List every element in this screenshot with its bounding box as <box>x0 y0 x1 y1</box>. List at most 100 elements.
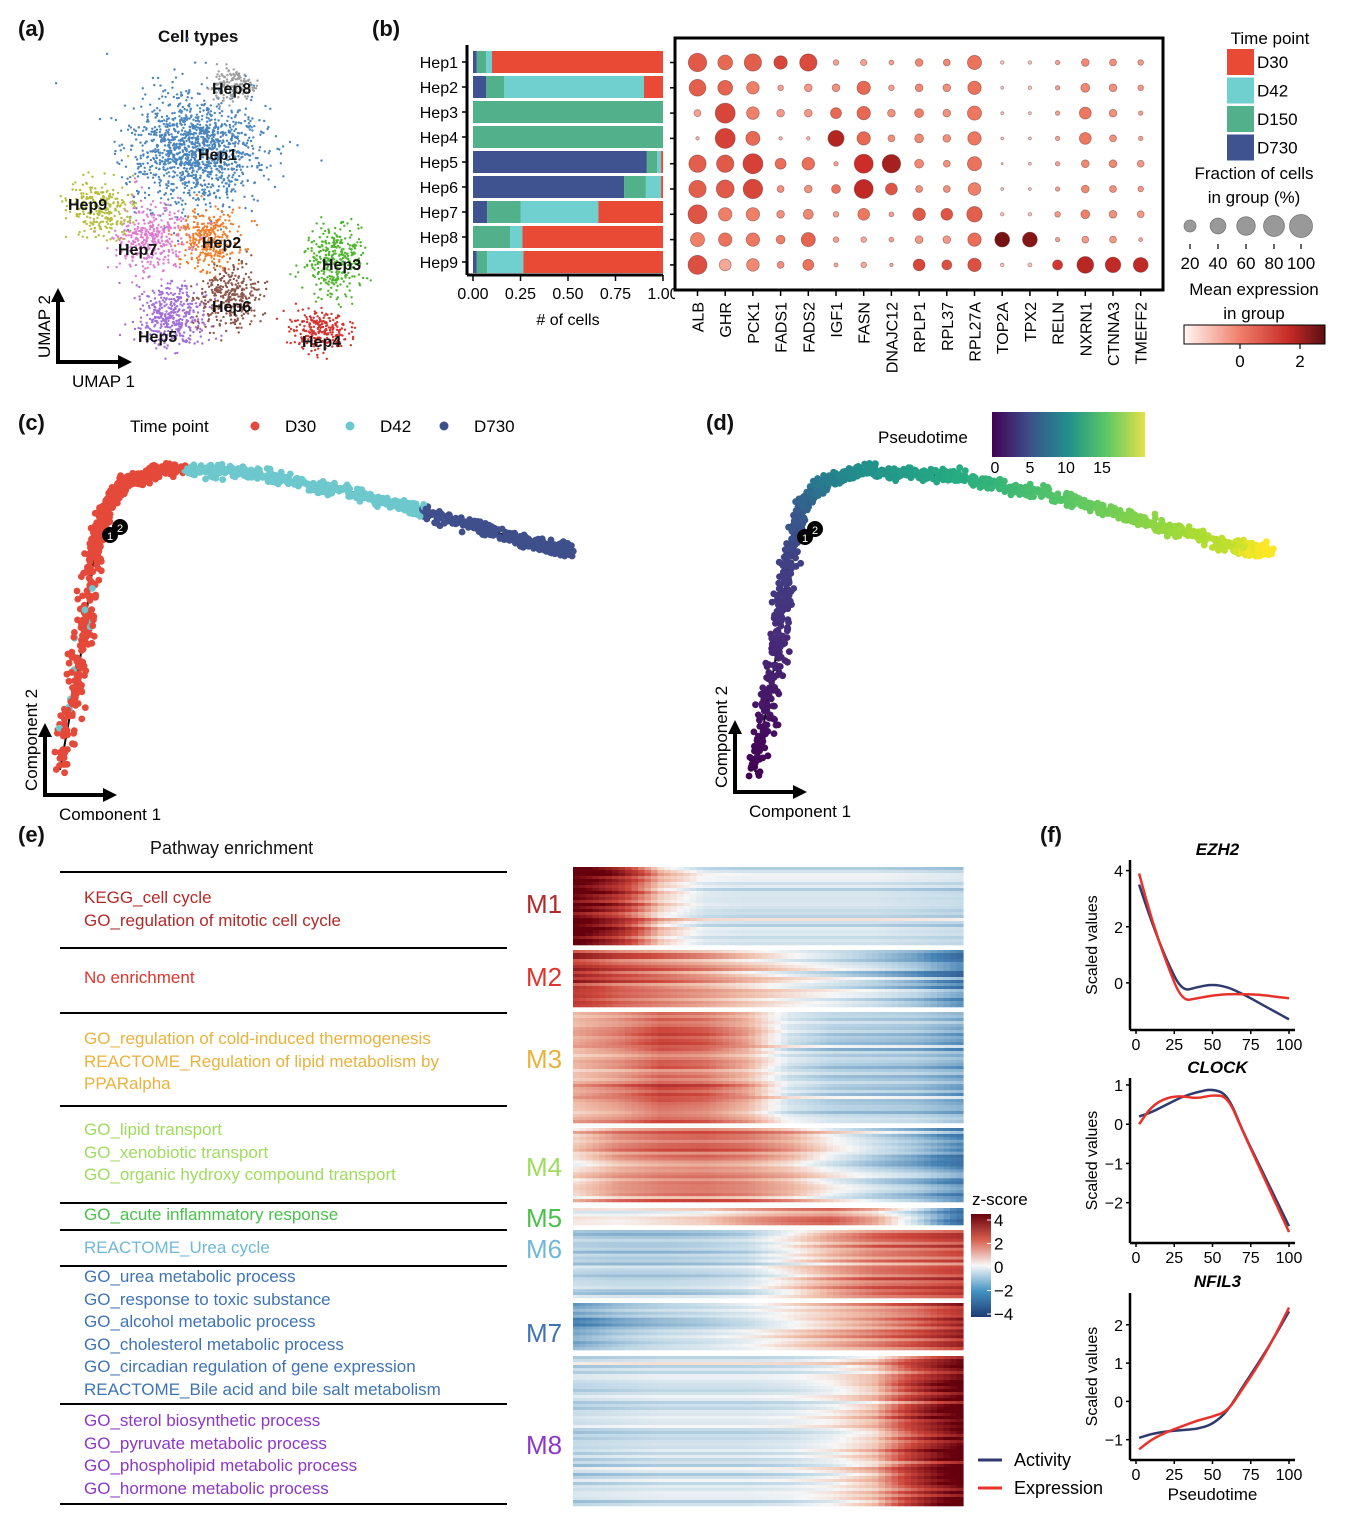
stacked-bar-hep6-d42 <box>645 176 662 198</box>
pathway-term: REACTOME_Regulation of lipid metabolism … <box>84 1051 439 1071</box>
module-label-m1: M1 <box>526 889 563 919</box>
trajectory-timepoint-plot: Time point D30 D42 D730 12 Component 1 Compone… <box>22 417 577 820</box>
pathway-term: GO_phospholipid metabolic process <box>84 1456 358 1475</box>
panel-e-label: (e) <box>18 822 45 847</box>
umap-cluster-hep6 <box>186 245 269 342</box>
dot-hep3-pck1 <box>746 106 760 120</box>
pathway-term: GO_regulation of cold-induced thermogene… <box>84 1029 431 1048</box>
umap-label-hep2: Hep2 <box>202 235 241 252</box>
dot-hep6-alb <box>688 179 707 199</box>
dot-hep9-tmeff2 <box>1132 257 1149 273</box>
pathway-term: PPARalpha <box>84 1074 171 1093</box>
stacked-bar-hep7-d730 <box>473 201 488 223</box>
dot-hep9-rpl27a <box>967 257 982 273</box>
heatmap-band-m7 <box>573 1303 964 1351</box>
dot-hep4-ghr <box>714 128 736 149</box>
dot-hep3-ghr <box>714 102 736 124</box>
fraction-legend-dot <box>1236 216 1256 236</box>
dot-hep6-rpl37 <box>942 185 951 193</box>
pathway-term: No enrichment <box>84 968 195 987</box>
module-label-m5: M5 <box>526 1203 563 1233</box>
legend-label-activity: Activity <box>1014 1450 1071 1470</box>
x-axis-arrowhead <box>793 785 807 799</box>
pathway-term: GO_urea metabolic process <box>84 1267 296 1286</box>
dot-hep6-nxrn1 <box>1081 184 1090 194</box>
dot-hep7-nxrn1 <box>1080 209 1091 220</box>
panel-a-title: Cell types <box>158 27 239 46</box>
umap-label-hep6: Hep6 <box>212 299 251 316</box>
dot-hep8-rpl27a <box>967 232 982 247</box>
umap-plot: Hep1 Hep2 Hep3 Hep4 Hep5 Hep6 Hep7 Hep8 Hep9 UMAP… <box>35 37 372 391</box>
dot-hep3-reln <box>1054 110 1061 116</box>
stacked-bar-hep1-d42 <box>486 51 492 73</box>
x-axis-label: UMAP 1 <box>72 372 135 391</box>
line-chart-y-label: Scaled values <box>1084 895 1101 995</box>
dot-hep8-dnajc12 <box>888 236 895 243</box>
stacked-category-label: Hep2 <box>420 80 458 97</box>
stacked-bar-hep2-d42 <box>504 76 644 98</box>
timepoint-legend-label-d30: D30 <box>285 417 316 436</box>
pathway-list: KEGG_cell cycle GO_regulation of mitotic … <box>0 0 563 1525</box>
dot-hep3-nxrn1 <box>1078 106 1092 120</box>
dot-hep1-fasn <box>860 58 868 67</box>
dot-hep5-igf1 <box>833 161 839 167</box>
trajectory-backbone <box>754 468 1266 773</box>
timepoint-legend-dot-d730 <box>439 421 449 431</box>
dot-hep6-top2a <box>1000 187 1005 191</box>
line-chart-x-tick-label: 100 <box>1276 1037 1303 1054</box>
line-chart-x-tick-label: 0 <box>1132 1037 1141 1054</box>
stacked-category-label: Hep3 <box>420 105 458 122</box>
dot-hep6-fads1 <box>776 185 785 193</box>
branch-label-1: 1 <box>802 533 808 545</box>
dot-hep7-reln <box>1054 211 1061 218</box>
dot-hep2-ghr <box>717 79 734 96</box>
dot-hep2-pck1 <box>746 81 760 95</box>
line-chart-y-tick-label: 0 <box>1114 1117 1123 1134</box>
panel-a-label: (a) <box>18 16 45 41</box>
line-chart-x-tick-label: 75 <box>1242 1467 1260 1484</box>
module-label-m4: M4 <box>526 1152 563 1182</box>
dot-hep4-igf1 <box>827 129 845 147</box>
line-chart-x-tick-label: 50 <box>1204 1037 1222 1054</box>
pseudotime-tick-label: 0 <box>991 460 1000 477</box>
line-chart-x-tick-label: 0 <box>1132 1467 1141 1484</box>
module-label-m8: M8 <box>526 1430 563 1460</box>
umap-cluster-hep7 <box>93 177 212 293</box>
line-chart-y-tick-label: 0 <box>1114 976 1123 993</box>
dot-hep1-reln <box>1054 59 1061 66</box>
pathway-term: GO_response to toxic substance <box>84 1289 331 1309</box>
dot-hep7-pck1 <box>745 207 761 222</box>
dot-hep2-fads1 <box>777 84 784 92</box>
umap-label-hep8: Hep8 <box>212 81 251 98</box>
line-series-expression <box>1138 1094 1291 1233</box>
dot-hep5-ctnna3 <box>1108 159 1118 168</box>
heatmap-band-m1 <box>573 867 964 946</box>
dot-hep9-alb <box>687 255 708 275</box>
dot-hep5-dnajc12 <box>881 154 902 174</box>
timepoint-legend-dot-d42 <box>345 421 355 431</box>
stacked-bar-hep2-d730 <box>473 76 487 98</box>
dot-hep3-top2a <box>1000 111 1005 115</box>
dot-hep9-igf1 <box>833 262 839 268</box>
umap-cluster-hep2 <box>167 193 259 282</box>
dot-hep9-fasn <box>860 261 867 269</box>
dot-hep1-top2a <box>1000 60 1005 65</box>
dot-hep7-fads1 <box>776 210 785 219</box>
stacked-category-label: Hep6 <box>420 180 458 197</box>
stacked-bar-hep9-d30 <box>523 251 663 273</box>
line-chart-nfil3: NFIL3 −1 0 1 2 0 25 50 75 100 Scaled values Pseudot… <box>1084 1272 1302 1504</box>
umap-label-hep1: Hep1 <box>198 147 237 164</box>
line-chart-x-tick-label: 25 <box>1165 1037 1183 1054</box>
module-label-m7: M7 <box>526 1318 563 1348</box>
pathway-group-m1: KEGG_cell cycle GO_regulation of mitotic … <box>84 887 341 932</box>
dot-hep9-ctnna3 <box>1104 256 1122 274</box>
dot-hep6-ctnna3 <box>1109 185 1117 193</box>
dot-hep8-rplp1 <box>914 235 924 244</box>
dot-hep5-tpx2 <box>1028 161 1032 166</box>
line-chart-x-tick-label: 100 <box>1276 1467 1303 1484</box>
dot-hep3-tpx2 <box>1028 111 1032 115</box>
umap-cluster-hep3 <box>289 216 372 320</box>
pseudotime-tick-label: 5 <box>1026 460 1035 477</box>
dot-hep2-reln <box>1054 85 1061 91</box>
expression-colorbar <box>1183 324 1326 345</box>
